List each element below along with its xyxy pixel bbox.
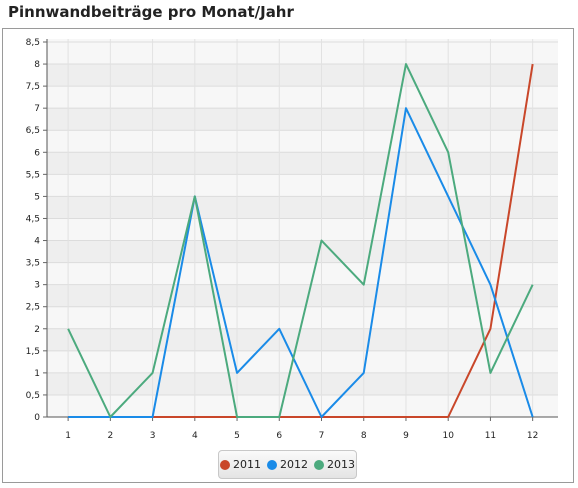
- plot-band: [47, 196, 558, 219]
- x-tick-label: 11: [485, 431, 496, 441]
- legend-label: 2012: [280, 458, 308, 471]
- y-tick-label: 8,5: [26, 38, 40, 48]
- plot-band: [47, 372, 558, 395]
- x-tick-label: 4: [192, 431, 198, 441]
- plot-band: [47, 42, 558, 65]
- series-lines: [67, 63, 534, 418]
- legend-label: 2011: [233, 458, 261, 471]
- x-tick-label: 10: [442, 431, 454, 441]
- legend-marker-icon: [267, 459, 277, 470]
- plot-bands: [47, 39, 558, 417]
- legend-label: 2013: [327, 458, 355, 471]
- plot-band: [47, 218, 558, 241]
- plot-band: [47, 108, 558, 131]
- x-axis-ticks: 1 2 3 4 5 6 7 8 9 10 11 12: [65, 417, 538, 441]
- x-tick-label: 5: [234, 431, 240, 441]
- x-tick-label: 1: [65, 431, 71, 441]
- legend-marker-icon: [220, 459, 230, 470]
- y-tick-label: 7: [34, 104, 40, 114]
- y-tick-label: 6,5: [26, 126, 40, 136]
- plot-band: [47, 130, 558, 153]
- y-axis-ticks: 0 0,5 1 1,5 2 2,5 3 3,5 4 4,5 5 5,5 6 6,5 7 7,5 8 8,5: [26, 38, 47, 423]
- plot-band: [47, 174, 558, 197]
- chart-title: Pinnwandbeiträge pro Monat/Jahr: [8, 3, 294, 21]
- x-tick-label: 8: [361, 431, 367, 441]
- legend-item-2013[interactable]: 2013: [314, 458, 355, 471]
- x-tick-label: 9: [403, 431, 409, 441]
- y-tick-label: 1: [34, 369, 40, 379]
- legend-item-2012[interactable]: 2012: [267, 458, 308, 471]
- y-tick-label: 0,5: [26, 391, 40, 401]
- legend: 2011 2012 2013: [218, 450, 357, 479]
- y-tick-label: 6: [34, 148, 40, 158]
- plot-band: [47, 39, 558, 42]
- x-tick-label: 2: [107, 431, 113, 441]
- plot-band: [47, 394, 558, 417]
- plot-band: [47, 284, 558, 307]
- y-tick-label: 1,5: [26, 347, 40, 357]
- x-tick-label: 6: [276, 431, 282, 441]
- x-tick-label: 3: [150, 431, 156, 441]
- y-tick-label: 7,5: [26, 82, 40, 92]
- y-tick-label: 5,5: [26, 170, 40, 180]
- plot-band: [47, 350, 558, 373]
- y-tick-label: 4,5: [26, 214, 40, 224]
- x-tick-label: 7: [319, 431, 325, 441]
- y-tick-label: 4: [34, 237, 40, 247]
- y-tick-label: 3,5: [26, 259, 40, 269]
- series-line-2013: [67, 63, 534, 418]
- plot-band: [47, 152, 558, 175]
- plot-band: [47, 86, 558, 109]
- y-tick-label: 2,5: [26, 303, 40, 313]
- plot-band: [47, 328, 558, 351]
- y-tick-label: 0: [34, 413, 40, 423]
- y-tick-label: 3: [34, 281, 40, 291]
- series-line-2012: [68, 107, 534, 418]
- legend-item-2011[interactable]: 2011: [220, 458, 261, 471]
- legend-marker-icon: [314, 459, 324, 470]
- y-tick-label: 2: [34, 325, 40, 335]
- y-tick-label: 8: [34, 60, 40, 70]
- plot-band: [47, 64, 558, 87]
- plot-band: [47, 240, 558, 263]
- x-tick-label: 12: [527, 431, 538, 441]
- y-tick-label: 5: [34, 192, 40, 202]
